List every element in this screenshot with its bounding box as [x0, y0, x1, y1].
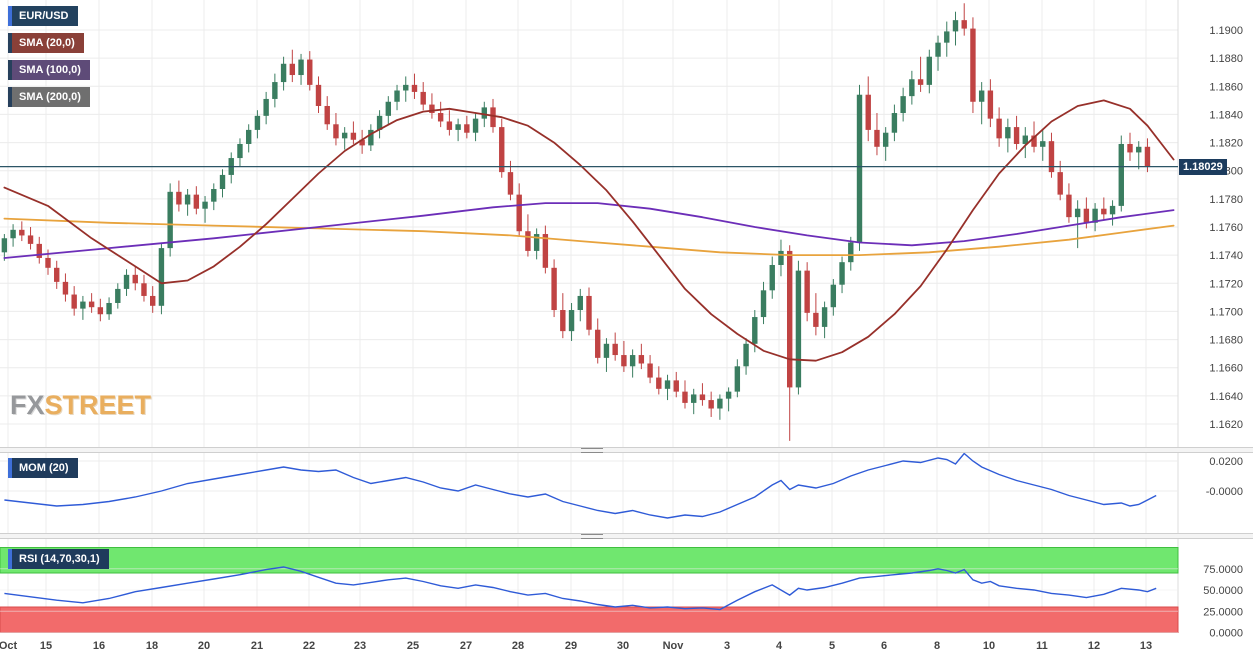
legend-mom-label: MOM (20)	[19, 462, 69, 474]
x-axis-label: 5	[829, 640, 835, 652]
legend-sma100-badge[interactable]: SMA (100,0)	[8, 60, 90, 80]
candlestick-layer	[1, 3, 1151, 441]
splitter-grip-icon	[581, 534, 603, 539]
mom-line	[4, 453, 1157, 519]
y-axis-label: 1.1900	[1209, 25, 1243, 37]
y-axis-label: 1.1820	[1209, 138, 1243, 150]
badge-accent-strip	[8, 60, 12, 80]
x-axis-label: 28	[512, 640, 524, 652]
x-axis-label: 22	[303, 640, 315, 652]
mom-axis-label: -0.0000	[1206, 486, 1243, 498]
badge-accent-strip	[8, 6, 12, 26]
overlay-line	[3, 99, 1175, 362]
legend-sma20-badge[interactable]: SMA (20,0)	[8, 33, 84, 53]
x-axis-label: 4	[776, 640, 783, 652]
overlay-line	[3, 202, 1175, 259]
grid-layer	[0, 0, 1179, 632]
y-axis-label: 1.1860	[1209, 81, 1243, 93]
y-axis-label: 1.1740	[1209, 250, 1243, 262]
fxstreet-logo-fx: FX	[10, 390, 45, 420]
y-axis-label: 1.1680	[1209, 335, 1243, 347]
legend-sma20-label: SMA (20,0)	[19, 37, 75, 49]
x-axis-label: 20	[198, 640, 210, 652]
x-axis-label: 21	[251, 640, 263, 652]
rsi-line	[4, 566, 1157, 611]
legend-sma100-label: SMA (100,0)	[19, 64, 81, 76]
legend-sma200-label: SMA (200,0)	[19, 91, 81, 103]
rsi-axis-label: 75.0000	[1203, 564, 1243, 576]
current-price-label: 1.18029	[1179, 158, 1227, 175]
legend-symbol-label: EUR/USD	[19, 10, 69, 22]
legend-sma200-badge[interactable]: SMA (200,0)	[8, 87, 90, 107]
legend-symbol-badge[interactable]: EUR/USD	[8, 6, 78, 26]
mom-axis-label: 0.0200	[1209, 456, 1243, 468]
x-axis-label: 16	[93, 640, 105, 652]
y-axis-label: 1.1700	[1209, 306, 1243, 318]
x-axis-label: 27	[460, 640, 472, 652]
x-axis-label: 13	[1140, 640, 1152, 652]
x-axis-label: 18	[146, 640, 158, 652]
badge-accent-strip	[8, 87, 12, 107]
x-axis-label: 12	[1088, 640, 1100, 652]
x-axis-label: 29	[565, 640, 577, 652]
badge-accent-strip	[8, 549, 12, 569]
x-axis-label: 3	[724, 640, 730, 652]
time-axis[interactable]: Oct 15 16 18 20 21 22 23 25 27 28 29 30 Nov 3 4 5 6 8 10 11 1…	[0, 640, 1152, 652]
panel-splitter-upper[interactable]	[0, 447, 1253, 453]
x-axis-label: 15	[40, 640, 52, 652]
y-axis-label: 1.1660	[1209, 363, 1243, 375]
legend-mom-badge[interactable]: MOM (20)	[8, 458, 78, 478]
fxstreet-logo-street: STREET	[44, 390, 152, 420]
badge-accent-strip	[8, 33, 12, 53]
y-axis-label: 1.1780	[1209, 194, 1243, 206]
overlay-line	[3, 217, 1175, 257]
x-axis-label: Nov	[663, 640, 685, 652]
legend-rsi-label: RSI (14,70,30,1)	[19, 553, 100, 565]
x-axis-label: 25	[407, 640, 419, 652]
rsi-axis-label: 25.0000	[1203, 606, 1243, 618]
x-axis-label: 30	[617, 640, 629, 652]
x-axis-label: Oct	[0, 640, 18, 652]
panel-splitter-lower[interactable]	[0, 533, 1253, 539]
rsi-axis-label: 50.0000	[1203, 585, 1243, 597]
x-axis-label: 8	[934, 640, 940, 652]
price-axis[interactable]: 1.19001.18801.18601.18401.18201.18001.17…	[1209, 25, 1243, 431]
y-axis-label: 1.1880	[1209, 53, 1243, 65]
y-axis-label: 1.1840	[1209, 109, 1243, 121]
splitter-grip-icon	[581, 448, 603, 453]
y-axis-label: 1.1720	[1209, 278, 1243, 290]
y-axis-label: 1.1640	[1209, 391, 1243, 403]
x-axis-label: 23	[354, 640, 366, 652]
x-axis-label: 11	[1036, 640, 1048, 652]
rsi-axis-label: 0.0000	[1209, 628, 1243, 640]
y-axis-label: 1.1620	[1209, 419, 1243, 431]
y-axis-label: 1.1760	[1209, 222, 1243, 234]
badge-accent-strip	[8, 458, 12, 478]
legend-rsi-badge[interactable]: RSI (14,70,30,1)	[8, 549, 109, 569]
fxstreet-watermark: FXSTREET	[10, 392, 151, 419]
x-axis-label: 6	[881, 640, 887, 652]
x-axis-label: 10	[983, 640, 995, 652]
